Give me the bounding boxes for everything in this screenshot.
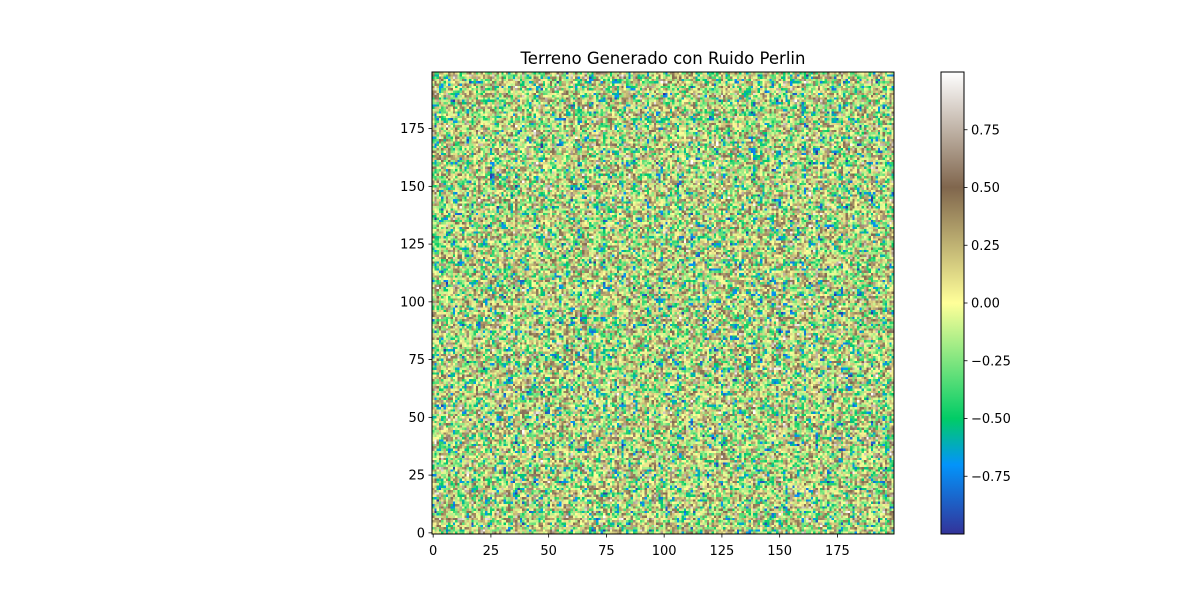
colorbar-tick-label: −0.50: [971, 412, 1011, 427]
x-tick-label: 125: [709, 544, 734, 559]
colorbar-tick-label: 0.50: [971, 181, 1000, 196]
chart-title: Terreno Generado con Ruido Perlin: [520, 49, 806, 68]
colorbar-tick-label: 0.25: [971, 239, 1000, 254]
y-tick-label: 150: [400, 180, 425, 195]
colorbar-gradient: [941, 72, 964, 534]
plot-frame: [431, 71, 895, 535]
x-tick-label: 50: [540, 544, 557, 559]
x-tick-label: 150: [767, 544, 792, 559]
y-tick-label: 125: [400, 238, 425, 253]
y-tick-label: 175: [400, 122, 425, 137]
x-axis: 0 25 50 75 100 125 150 175: [429, 534, 850, 559]
heatmap-plot-area: [431, 71, 895, 535]
colorbar-tick-label: −0.75: [971, 470, 1011, 485]
colorbar-tick-label: 0.00: [971, 297, 1000, 312]
x-tick-label: 0: [429, 544, 437, 559]
y-tick-label: 100: [400, 295, 425, 310]
y-tick-label: 0: [417, 526, 425, 541]
y-axis: 0 25 50 75 100 125 150 175: [400, 122, 432, 541]
colorbar-tick-label: 0.75: [971, 123, 1000, 138]
colorbar-tick-label: −0.25: [971, 354, 1011, 369]
y-tick-label: 25: [408, 469, 425, 484]
x-tick-label: 75: [598, 544, 615, 559]
colorbar: 0.75 0.50 0.25 0.00 −0.25 −0.50 −0.75: [940, 71, 1011, 535]
x-tick-label: 175: [825, 544, 850, 559]
colorbar-ticks: 0.75 0.50 0.25 0.00 −0.25 −0.50 −0.75: [964, 123, 1011, 485]
x-tick-label: 100: [652, 544, 677, 559]
heatmap-image: [432, 72, 894, 534]
x-tick-label: 25: [483, 544, 500, 559]
y-tick-label: 75: [408, 353, 425, 368]
y-tick-label: 50: [408, 411, 425, 426]
